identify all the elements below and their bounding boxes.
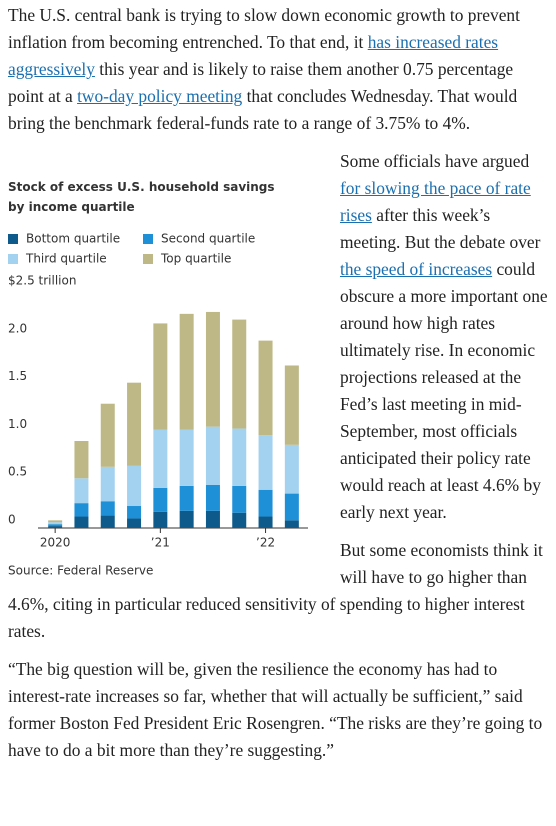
bar-segment bbox=[153, 511, 168, 528]
bar-segment bbox=[205, 311, 220, 427]
bar-segment bbox=[48, 526, 63, 528]
link[interactable]: for slowing the pace of rate rises bbox=[340, 178, 531, 225]
bar-segment bbox=[284, 493, 299, 521]
bar-segment bbox=[284, 520, 299, 528]
link[interactable]: the speed of increases bbox=[340, 259, 493, 279]
bar-segment bbox=[74, 516, 89, 528]
text: after this week’s meeting. But the debat… bbox=[340, 205, 541, 252]
bar-segment bbox=[153, 487, 168, 512]
bar-segment bbox=[100, 501, 115, 516]
bar-segment bbox=[232, 512, 247, 528]
paragraph: But some economists think it will have t… bbox=[8, 537, 548, 645]
bar-segment bbox=[100, 515, 115, 528]
legend-swatch bbox=[8, 254, 18, 264]
bar-segment bbox=[74, 503, 89, 517]
bar-segment bbox=[232, 428, 247, 486]
x-tick-label: ’21 bbox=[151, 536, 170, 550]
bar-segment bbox=[179, 485, 194, 511]
paragraph: The U.S. central bank is trying to slow … bbox=[8, 2, 548, 137]
legend-swatch bbox=[143, 254, 153, 264]
text: that concludes Wednesday. That would bri… bbox=[8, 86, 518, 133]
bar-segment bbox=[179, 510, 194, 528]
bar-segment bbox=[100, 403, 115, 467]
legend-label: Bottom quartile bbox=[26, 232, 120, 246]
bar-segment bbox=[232, 319, 247, 429]
link[interactable]: two-day policy meeting bbox=[77, 86, 243, 106]
bar-segment bbox=[48, 524, 63, 527]
legend-swatch bbox=[143, 234, 153, 244]
legend-label: Third quartile bbox=[25, 252, 107, 266]
y-tick-label: 0 bbox=[8, 513, 16, 527]
bar-segment bbox=[284, 444, 299, 494]
bar-segment bbox=[100, 466, 115, 502]
bar-segment bbox=[127, 506, 142, 519]
bar-segment bbox=[127, 382, 142, 466]
y-tick-label: 0.5 bbox=[8, 465, 27, 479]
chart-title: Stock of excess U.S. household savings by… bbox=[8, 180, 275, 214]
paragraph: Some officials have argued for slowing t… bbox=[8, 148, 548, 526]
y-tick-label: 2.0 bbox=[8, 321, 27, 335]
text: Some officials have argued bbox=[340, 151, 530, 171]
chart: Stock of excess U.S. household savings by… bbox=[8, 180, 308, 578]
bar-segment bbox=[258, 340, 273, 436]
bar-segment bbox=[48, 522, 63, 525]
bar-segment bbox=[179, 429, 194, 486]
bar-segment bbox=[179, 313, 194, 430]
y-tick-label: $2.5 trillion bbox=[8, 274, 76, 288]
y-tick-label: 1.5 bbox=[8, 369, 27, 383]
bar-segment bbox=[127, 465, 142, 507]
link[interactable]: has increased rates aggressively bbox=[8, 32, 499, 79]
bar-segment bbox=[127, 518, 142, 528]
chart-figure: Stock of excess U.S. household savings by… bbox=[8, 169, 338, 585]
bar-segment bbox=[205, 484, 220, 511]
article: The U.S. central bank is trying to slow … bbox=[8, 2, 548, 764]
legend-label: Top quartile bbox=[160, 252, 231, 266]
text: “The big question will be, given the res… bbox=[8, 659, 543, 760]
x-tick-label: ’22 bbox=[256, 536, 275, 550]
chart-source: Source: Federal Reserve bbox=[8, 564, 153, 578]
y-tick-label: 1.0 bbox=[8, 417, 27, 431]
bar-segment bbox=[258, 489, 273, 517]
legend-swatch bbox=[8, 234, 18, 244]
bar-segment bbox=[48, 520, 63, 523]
bar-segment bbox=[258, 435, 273, 490]
text: The U.S. central bank is trying to slow … bbox=[8, 5, 520, 52]
paragraph: “The big question will be, given the res… bbox=[8, 656, 548, 764]
bar-segment bbox=[74, 441, 89, 479]
bar-segment bbox=[232, 485, 247, 513]
legend-label: Second quartile bbox=[161, 232, 255, 246]
bar-segment bbox=[205, 426, 220, 485]
bar-segment bbox=[258, 516, 273, 528]
text: But some economists think it will have t… bbox=[8, 540, 543, 641]
bar-segment bbox=[153, 323, 168, 430]
text: could obscure a more important one aroun… bbox=[340, 259, 548, 522]
bar-segment bbox=[153, 429, 168, 488]
x-tick-label: 2020 bbox=[40, 536, 71, 550]
bar-segment bbox=[284, 365, 299, 445]
bar-segment bbox=[205, 510, 220, 528]
text: this year and is likely to raise them an… bbox=[8, 59, 514, 106]
bar-segment bbox=[74, 478, 89, 504]
